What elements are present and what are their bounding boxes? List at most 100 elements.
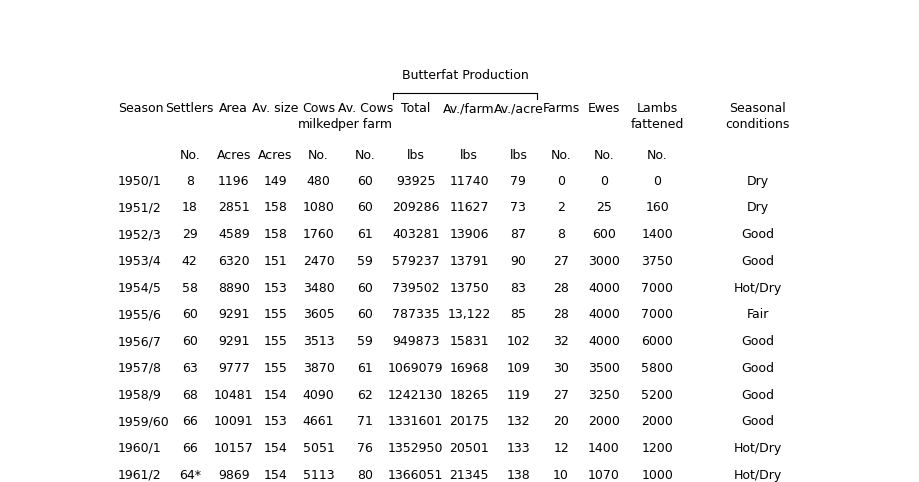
Text: Ewes: Ewes xyxy=(587,102,620,115)
Text: 76: 76 xyxy=(357,442,373,455)
Text: Av. size: Av. size xyxy=(252,102,299,115)
Text: 154: 154 xyxy=(263,469,287,482)
Text: 10481: 10481 xyxy=(214,388,254,402)
Text: 739502: 739502 xyxy=(392,281,439,295)
Text: 28: 28 xyxy=(553,281,569,295)
Text: 3250: 3250 xyxy=(588,388,619,402)
Text: 60: 60 xyxy=(357,201,373,214)
Text: Area: Area xyxy=(220,102,248,115)
Text: 787335: 787335 xyxy=(391,308,439,321)
Text: 3870: 3870 xyxy=(302,362,335,375)
Text: 155: 155 xyxy=(263,308,287,321)
Text: 62: 62 xyxy=(357,388,373,402)
Text: 1957/8: 1957/8 xyxy=(118,362,162,375)
Text: Acres: Acres xyxy=(217,149,251,162)
Text: Good: Good xyxy=(741,335,774,348)
Text: 2470: 2470 xyxy=(302,255,335,268)
Text: 151: 151 xyxy=(263,255,287,268)
Text: 102: 102 xyxy=(506,335,530,348)
Text: 1959/60: 1959/60 xyxy=(118,415,169,428)
Text: 1200: 1200 xyxy=(641,442,673,455)
Text: Cows
milked: Cows milked xyxy=(298,102,339,132)
Text: 1000: 1000 xyxy=(641,469,674,482)
Text: 0: 0 xyxy=(557,175,565,188)
Text: 8: 8 xyxy=(557,228,565,241)
Text: 59: 59 xyxy=(357,335,373,348)
Text: Settlers: Settlers xyxy=(165,102,214,115)
Text: No.: No. xyxy=(308,149,329,162)
Text: 61: 61 xyxy=(357,228,373,241)
Text: 20501: 20501 xyxy=(449,442,489,455)
Text: 4000: 4000 xyxy=(588,308,619,321)
Text: 1366051: 1366051 xyxy=(388,469,444,482)
Text: 1400: 1400 xyxy=(641,228,673,241)
Text: Dry: Dry xyxy=(746,175,768,188)
Text: 5051: 5051 xyxy=(302,442,335,455)
Text: 32: 32 xyxy=(553,335,569,348)
Text: 5113: 5113 xyxy=(302,469,335,482)
Text: No.: No. xyxy=(355,149,376,162)
Text: 21345: 21345 xyxy=(449,469,489,482)
Text: 13906: 13906 xyxy=(449,228,489,241)
Text: 15831: 15831 xyxy=(449,335,489,348)
Text: 20175: 20175 xyxy=(449,415,489,428)
Text: 132: 132 xyxy=(506,415,530,428)
Text: 3500: 3500 xyxy=(588,362,619,375)
Text: 1952/3: 1952/3 xyxy=(118,228,162,241)
Text: 1331601: 1331601 xyxy=(388,415,443,428)
Text: 87: 87 xyxy=(510,228,527,241)
Text: 153: 153 xyxy=(263,281,287,295)
Text: Good: Good xyxy=(741,362,774,375)
Text: 1400: 1400 xyxy=(588,442,619,455)
Text: 42: 42 xyxy=(182,255,198,268)
Text: 138: 138 xyxy=(506,469,530,482)
Text: 158: 158 xyxy=(263,228,287,241)
Text: 2851: 2851 xyxy=(218,201,250,214)
Text: Dry: Dry xyxy=(746,201,768,214)
Text: Seasonal
conditions: Seasonal conditions xyxy=(725,102,789,132)
Text: 1196: 1196 xyxy=(218,175,250,188)
Text: 1069079: 1069079 xyxy=(388,362,444,375)
Text: 83: 83 xyxy=(510,281,527,295)
Text: No.: No. xyxy=(647,149,667,162)
Text: 13750: 13750 xyxy=(449,281,489,295)
Text: 1956/7: 1956/7 xyxy=(118,335,162,348)
Text: 1760: 1760 xyxy=(302,228,335,241)
Text: Total: Total xyxy=(401,102,430,115)
Text: Hot/Dry: Hot/Dry xyxy=(733,469,782,482)
Text: 2: 2 xyxy=(557,201,565,214)
Text: 1961/2: 1961/2 xyxy=(118,469,162,482)
Text: Av. Cows
per farm: Av. Cows per farm xyxy=(337,102,392,132)
Text: 1080: 1080 xyxy=(302,201,335,214)
Text: 9777: 9777 xyxy=(218,362,250,375)
Text: 0: 0 xyxy=(600,175,607,188)
Text: 9291: 9291 xyxy=(218,308,250,321)
Text: 1242130: 1242130 xyxy=(388,388,443,402)
Text: 153: 153 xyxy=(263,415,287,428)
Text: 59: 59 xyxy=(357,255,373,268)
Text: 403281: 403281 xyxy=(392,228,439,241)
Text: 8890: 8890 xyxy=(218,281,250,295)
Text: 20: 20 xyxy=(553,415,569,428)
Text: Season: Season xyxy=(118,102,164,115)
Text: 480: 480 xyxy=(307,175,331,188)
Text: Butterfat Production: Butterfat Production xyxy=(402,69,528,82)
Text: 60: 60 xyxy=(357,281,373,295)
Text: 25: 25 xyxy=(596,201,612,214)
Text: 6320: 6320 xyxy=(218,255,250,268)
Text: 154: 154 xyxy=(263,442,287,455)
Text: 73: 73 xyxy=(510,201,527,214)
Text: 600: 600 xyxy=(592,228,616,241)
Text: 2000: 2000 xyxy=(641,415,674,428)
Text: 8: 8 xyxy=(186,175,194,188)
Text: 5200: 5200 xyxy=(641,388,674,402)
Text: 16968: 16968 xyxy=(449,362,489,375)
Text: lbs: lbs xyxy=(509,149,528,162)
Text: 579237: 579237 xyxy=(392,255,439,268)
Text: Good: Good xyxy=(741,228,774,241)
Text: 79: 79 xyxy=(510,175,527,188)
Text: 149: 149 xyxy=(264,175,287,188)
Text: Good: Good xyxy=(741,388,774,402)
Text: Hot/Dry: Hot/Dry xyxy=(733,281,782,295)
Text: 3750: 3750 xyxy=(641,255,674,268)
